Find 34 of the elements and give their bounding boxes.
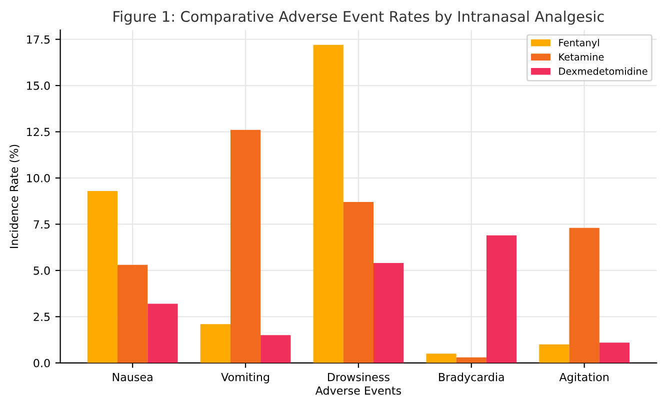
- bar: [118, 264, 148, 363]
- bar: [87, 190, 118, 363]
- y-axis-title: Incidence Rate (%): [10, 144, 20, 248]
- y-tick-label: 5.0: [34, 266, 50, 275]
- bar: [200, 324, 230, 363]
- bar: [456, 357, 486, 363]
- bar: [426, 354, 456, 363]
- bar: [569, 228, 600, 363]
- legend-label: Fentanyl: [559, 38, 599, 48]
- bar: [313, 44, 344, 363]
- x-tick-label: Agitation: [559, 372, 608, 384]
- chart-title: Figure 1: Comparative Adverse Event Rates by Intranasal Analgesic: [114, 10, 604, 25]
- bar: [260, 335, 291, 363]
- bar: [343, 202, 374, 363]
- y-tick-label: 2.5: [34, 312, 50, 322]
- x-tick-label: Drowsiness: [328, 372, 390, 382]
- y-tick-label: 12.5: [27, 128, 50, 136]
- x-axis-title: Adverse Events: [315, 386, 402, 395]
- y-tick-label: 15.0: [27, 82, 50, 90]
- legend-label: Dexmedetomidine: [559, 67, 648, 75]
- y-tick-label: 7.5: [34, 220, 50, 229]
- x-tick-label: Bradycardia: [439, 372, 504, 384]
- y-tick-label: 0.0: [34, 358, 50, 368]
- legend-label: Ketamine: [559, 53, 604, 61]
- bar: [148, 304, 178, 363]
- bar: [486, 235, 517, 363]
- bar: [230, 130, 261, 363]
- x-tick-label: Nausea: [112, 372, 152, 382]
- bar: [539, 344, 570, 363]
- bar: [599, 342, 630, 363]
- y-tick-label: 17.5: [27, 35, 50, 44]
- y-tick-label: 10.0: [27, 174, 50, 182]
- x-tick-label: Vomiting: [221, 372, 269, 384]
- bar: [374, 263, 404, 363]
